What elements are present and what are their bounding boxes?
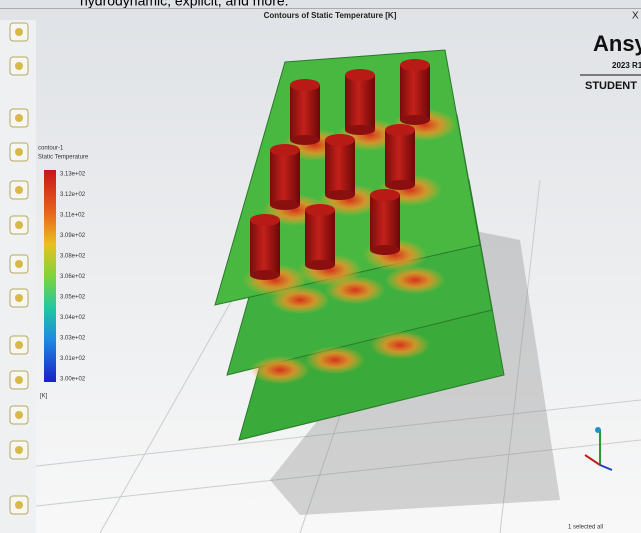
tool-icon [15, 260, 23, 268]
fin-top [270, 144, 300, 156]
tool-icon [15, 501, 23, 509]
fin-cylinder [370, 195, 400, 250]
fin-cylinder [325, 140, 355, 195]
legend-label: 3.05e+02 [60, 295, 86, 301]
fin-top [370, 189, 400, 201]
legend-label: 3.09e+02 [60, 233, 86, 239]
brand-name: Ansys [593, 31, 641, 56]
tool-icon [15, 341, 23, 349]
tool-icon [15, 411, 23, 419]
legend-label: 3.01e+02 [60, 356, 86, 362]
tool-icon [15, 446, 23, 454]
fin-cylinder [270, 150, 300, 205]
legend-label: 3.06e+02 [60, 274, 86, 280]
fin-base [325, 190, 355, 200]
fin-cylinder [345, 75, 375, 130]
tool-icon [15, 114, 23, 122]
tool-icon [15, 221, 23, 229]
fin-top [400, 59, 430, 71]
tool-icon [15, 294, 23, 302]
fin-base [270, 200, 300, 210]
legend-label: 3.11e+02 [60, 213, 85, 219]
close-button[interactable]: X [632, 11, 639, 22]
hot-spot [250, 356, 310, 384]
legend-label: 3.03e+02 [60, 336, 86, 342]
hot-spot [370, 331, 430, 359]
fluent-window: hydrodynamic, explicit, and more. Contou… [0, 0, 641, 533]
plot-title: Contours of Static Temperature [K] [264, 11, 397, 20]
legend-label: 3.13e+02 [60, 172, 86, 178]
brand-version: 2023 R1 [612, 61, 641, 70]
fin-base [250, 270, 280, 280]
fin-top [345, 69, 375, 81]
hot-spot [305, 346, 365, 374]
divider [0, 8, 641, 9]
legend-label: 3.04e+02 [60, 315, 86, 321]
fin-base [305, 260, 335, 270]
legend-label: 3.00e+02 [60, 377, 86, 383]
fin-base [400, 115, 430, 125]
tool-icon [15, 186, 23, 194]
fin-cylinder [385, 130, 415, 185]
fin-cylinder [305, 210, 335, 265]
fin-top [325, 134, 355, 146]
legend-unit: [K] [40, 394, 48, 400]
fin-cylinder [400, 65, 430, 120]
fin-base [370, 245, 400, 255]
fin-top [305, 204, 335, 216]
legend-label: 3.12e+02 [60, 192, 86, 198]
tool-icon [15, 28, 23, 36]
caption: hydrodynamic, explicit, and more. [80, 0, 289, 9]
fin-cylinder [250, 220, 280, 275]
fin-top [290, 79, 320, 91]
status-text: 1 selected all [568, 525, 603, 531]
tool-icon [15, 62, 23, 70]
legend-label: 3.08e+02 [60, 254, 86, 260]
fin-base [385, 180, 415, 190]
fin-base [345, 125, 375, 135]
tool-icon [15, 148, 23, 156]
brand-edition: STUDENT [585, 80, 637, 92]
fin-base [290, 135, 320, 145]
legend-name: contour-1 [38, 146, 64, 152]
fin-cylinder [290, 85, 320, 140]
tool-icon [15, 376, 23, 384]
colorbar [44, 170, 56, 382]
legend-quantity: Static Temperature [38, 155, 89, 161]
fin-top [250, 214, 280, 226]
fin-top [385, 124, 415, 136]
